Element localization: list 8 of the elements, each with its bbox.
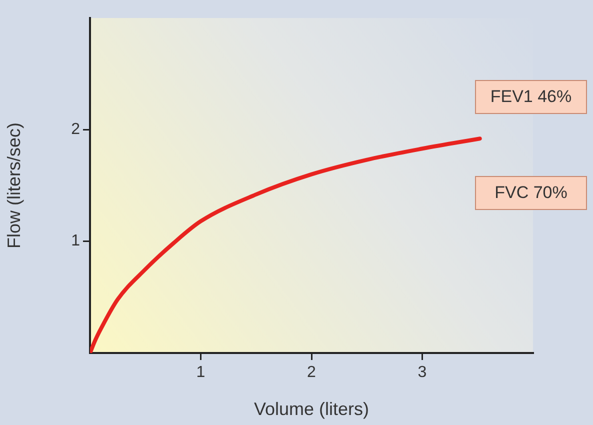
- x-tick-label: 2: [307, 364, 316, 382]
- y-axis-title: Flow (liters/sec): [4, 122, 24, 249]
- x-tick-label: 3: [418, 364, 427, 382]
- x-axis-title: Volume (liters): [254, 399, 370, 420]
- line-series: [90, 136, 482, 353]
- annotation: FEV1 46%: [475, 80, 587, 114]
- x-tick-label: 1: [196, 364, 206, 382]
- annotation: FVC 70%: [475, 176, 587, 210]
